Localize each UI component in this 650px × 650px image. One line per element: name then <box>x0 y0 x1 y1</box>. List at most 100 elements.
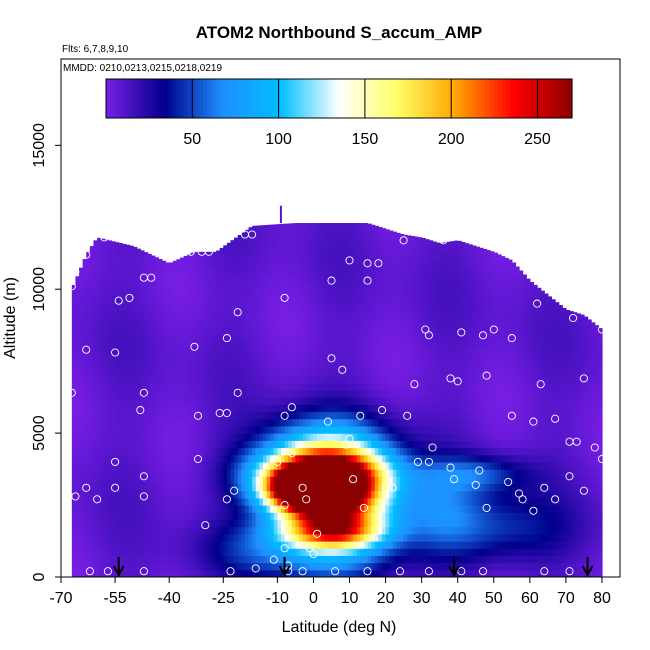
curtain-cell <box>443 375 448 384</box>
curtain-cell <box>198 512 203 521</box>
curtain-cell <box>320 389 325 398</box>
curtain-cell <box>259 447 264 456</box>
curtain-cell <box>133 541 138 549</box>
curtain-cell <box>277 332 282 341</box>
curtain-cell <box>385 541 390 549</box>
curtain-cell <box>140 476 145 485</box>
curtain-cell <box>82 483 87 492</box>
curtain-cell <box>432 483 437 492</box>
curtain-cell <box>147 353 152 362</box>
curtain-cell <box>216 447 221 456</box>
curtain-cell <box>374 505 379 513</box>
curtain-cell <box>414 382 419 391</box>
curtain-cell <box>208 368 214 377</box>
curtain-cell <box>169 526 174 535</box>
curtain-cell <box>284 224 289 233</box>
curtain-cell <box>299 490 304 499</box>
curtain-cell <box>93 483 98 492</box>
curtain-cell <box>432 425 437 434</box>
curtain-cell <box>313 361 318 369</box>
curtain-cell <box>295 533 300 542</box>
curtain-cell <box>183 389 188 398</box>
curtain-cell <box>255 526 260 535</box>
curtain-cell <box>280 339 286 348</box>
curtain-cell <box>331 512 336 521</box>
curtain-cell <box>241 289 246 298</box>
curtain-cell <box>136 332 141 341</box>
curtain-cell <box>385 332 390 341</box>
curtain-cell <box>111 497 116 506</box>
curtain-cell <box>248 483 253 492</box>
curtain-cell <box>259 454 264 463</box>
curtain-cell <box>439 418 444 427</box>
curtain-cell <box>165 397 170 405</box>
curtain-cell <box>324 476 329 485</box>
curtain-cell <box>335 533 340 542</box>
curtain-cell <box>266 238 271 247</box>
curtain-cell <box>89 282 95 290</box>
curtain-cell <box>324 411 329 420</box>
curtain-cell <box>443 497 448 506</box>
curtain-cell <box>392 296 397 305</box>
curtain-cell <box>349 440 354 449</box>
curtain-cell <box>133 389 138 398</box>
curtain-cell <box>349 224 354 233</box>
curtain-cell <box>147 533 152 542</box>
curtain-cell <box>374 296 379 305</box>
curtain-cell <box>443 310 448 319</box>
curtain-cell <box>421 476 426 485</box>
curtain-cell <box>302 461 307 470</box>
curtain-cell <box>147 425 152 434</box>
curtain-cell <box>436 469 441 477</box>
curtain-cell <box>443 267 448 276</box>
curtain-cell <box>299 303 304 312</box>
curtain-cell <box>79 325 84 333</box>
curtain-cell <box>432 411 437 420</box>
curtain-cell <box>266 231 271 240</box>
curtain-cell <box>295 397 300 405</box>
curtain-cell <box>122 505 127 513</box>
curtain-cell <box>396 246 401 254</box>
curtain-cell <box>111 353 116 362</box>
curtain-cell <box>428 555 434 564</box>
curtain-cell <box>302 353 307 362</box>
curtain-cell <box>259 246 264 254</box>
curtain-cell <box>158 469 163 477</box>
curtain-cell <box>371 253 376 262</box>
curtain-cell <box>284 454 289 463</box>
curtain-cell <box>392 411 397 420</box>
curtain-cell <box>79 490 84 499</box>
curtain-cell <box>97 483 102 492</box>
curtain-cell <box>86 310 91 319</box>
curtain-cell <box>367 325 372 333</box>
curtain-cell <box>198 260 203 269</box>
curtain-cell <box>111 310 116 319</box>
curtain-cell <box>280 368 286 377</box>
curtain-cell <box>136 274 141 283</box>
curtain-cell <box>93 240 98 247</box>
curtain-cell <box>432 318 437 326</box>
curtain-cell <box>75 548 80 557</box>
curtain-cell <box>93 526 98 535</box>
curtain-cell <box>201 555 206 564</box>
curtain-cell <box>223 533 228 542</box>
curtain-cell <box>100 361 105 369</box>
curtain-cell <box>439 368 444 377</box>
curtain-cell <box>327 267 333 276</box>
curtain-cell <box>432 541 437 549</box>
curtain-cell <box>428 389 434 398</box>
curtain-cell <box>190 418 196 427</box>
curtain-cell <box>151 382 156 391</box>
curtain-cell <box>161 267 167 276</box>
curtain-cell <box>295 404 300 413</box>
curtain-cell <box>378 361 383 369</box>
curtain-cell <box>407 353 412 362</box>
curtain-cell <box>288 497 293 506</box>
curtain-cell <box>356 318 361 326</box>
curtain-cell <box>169 353 174 362</box>
curtain-cell <box>180 296 185 305</box>
curtain-cell <box>190 461 196 470</box>
curtain-cell <box>140 289 145 298</box>
curtain-cell <box>140 418 145 427</box>
curtain-cell <box>356 541 361 549</box>
